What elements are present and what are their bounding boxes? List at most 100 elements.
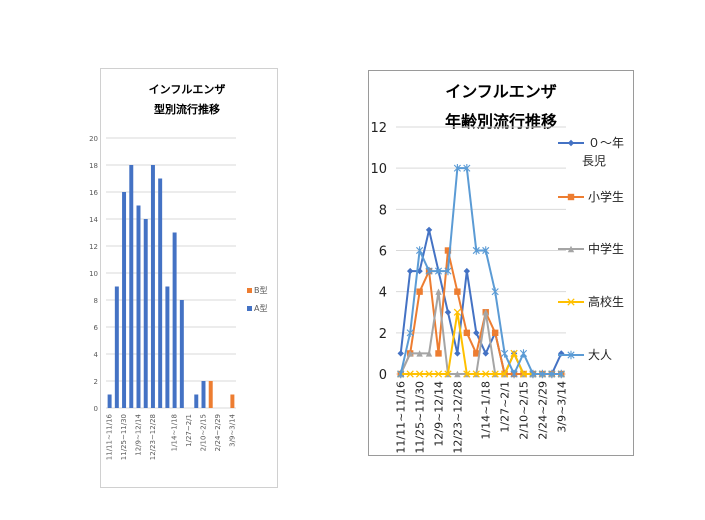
point-s4-4 <box>434 266 443 276</box>
x-tick-label: 1/14~1/18 <box>171 414 179 451</box>
y-tick-label: 6 <box>379 245 387 260</box>
bar-A-10 <box>179 300 184 408</box>
type-chart-subtitle: 型別流行推移 <box>154 102 220 116</box>
y-tick-label: 20 <box>89 135 98 143</box>
x-tick-label: 12/9~12/14 <box>135 413 143 455</box>
point-s1-4 <box>435 350 442 357</box>
type-chart-panel: インフルエンザ 型別流行推移 0 2 4 6 8 10 12 14 16 18 20 11/11~11… <box>89 68 278 488</box>
point-s0-1 <box>406 267 414 275</box>
point-s2-9 <box>482 309 489 316</box>
point-s0-9 <box>482 350 489 357</box>
x-tick-label: 1/14~1/18 <box>480 381 493 440</box>
type-chart-svg: インフルエンザ 型別流行推移 0 2 4 6 8 10 12 14 16 18 20 11/11~11… <box>89 83 268 460</box>
point-s3-7 <box>463 370 471 378</box>
x-tick-label: 3/9~3/14 <box>555 381 568 433</box>
legend-label-4: 大人 <box>588 348 612 362</box>
point-s4-3 <box>425 266 433 276</box>
point-s4-6 <box>453 163 461 173</box>
legend-label-3: 高校生 <box>588 294 624 309</box>
y-tick-label: 16 <box>89 189 98 197</box>
point-s1-6 <box>454 288 461 295</box>
point-s0-3 <box>425 226 433 234</box>
legend-marker-4 <box>567 350 575 360</box>
x-tick-label: 12/23~12/28 <box>451 381 464 454</box>
bar-B-17 <box>230 394 235 408</box>
y-tick-label: 2 <box>379 327 387 342</box>
x-tick-label: 12/23~12/28 <box>149 414 157 460</box>
point-s2-2 <box>416 350 423 357</box>
legend-label-2: 中学生 <box>588 241 624 256</box>
point-s0-0 <box>397 350 404 357</box>
y-tick-label: 0 <box>94 405 98 413</box>
point-s0-6 <box>454 350 461 357</box>
legend-marker-1 <box>567 193 575 201</box>
bar-A-7 <box>158 178 163 408</box>
point-s3-2 <box>415 370 424 378</box>
point-s4-12 <box>510 369 518 379</box>
y-tick-label: 2 <box>94 378 98 386</box>
point-s1-2 <box>416 288 423 295</box>
age-chart-panel: インフルエンザ 年齢別流行推移 0 2 4 6 8 10 12 11/11~11/16 11/2… <box>368 70 634 456</box>
y-tick-label: 12 <box>370 121 387 136</box>
x-tick-label: 1/27~2/1 <box>185 414 193 447</box>
legend-label-A: A型 <box>254 304 267 313</box>
point-s3-4 <box>434 370 443 378</box>
legend-marker-2 <box>567 245 575 253</box>
x-tick-label: 2/24~2/29 <box>214 414 222 451</box>
bar-A-2 <box>122 192 127 408</box>
x-tick-label: 11/11~11/16 <box>395 381 408 454</box>
y-tick-label: 12 <box>89 243 98 251</box>
bar-A-3 <box>129 165 134 408</box>
point-s3-9 <box>482 370 490 378</box>
x-tick-label: 2/10~2/15 <box>518 381 531 440</box>
bar-A-9 <box>172 232 177 408</box>
point-s4-9 <box>482 246 490 255</box>
point-s1-10 <box>491 329 499 337</box>
legend-swatch-B <box>247 288 252 293</box>
point-s2-6 <box>454 370 461 378</box>
point-s4-10 <box>491 287 499 296</box>
age-chart-subtitle: 年齢別流行推移 <box>445 112 557 131</box>
y-tick-label: 8 <box>379 203 387 218</box>
point-s3-6 <box>453 308 462 316</box>
point-s1-8 <box>473 350 480 357</box>
series-line-4 <box>399 167 562 375</box>
point-s4-11 <box>501 349 509 358</box>
x-tick-label: 11/25~11/30 <box>414 381 427 454</box>
point-s3-10 <box>491 370 499 378</box>
bar-B-14 <box>208 381 213 408</box>
point-s0-8 <box>473 329 480 337</box>
y-tick-label: 0 <box>379 368 387 383</box>
bar-A-1 <box>114 286 119 408</box>
point-s3-8 <box>472 370 480 378</box>
point-s2-1 <box>406 350 414 357</box>
bar-A-12 <box>194 394 199 408</box>
point-s4-8 <box>472 246 480 255</box>
legend-label-B: B型 <box>254 286 268 295</box>
x-tick-label: 11/25~11/30 <box>120 414 128 460</box>
point-s3-5 <box>444 370 452 378</box>
bar-A-8 <box>165 286 170 408</box>
bar-A-5 <box>143 219 148 408</box>
point-s3-1 <box>406 370 414 378</box>
y-tick-label: 10 <box>370 162 387 177</box>
series-line-0 <box>399 228 563 375</box>
point-s4-2 <box>416 246 424 255</box>
legend-marker-3 <box>567 298 575 306</box>
legend-marker-0 <box>567 139 575 147</box>
y-tick-label: 10 <box>89 270 98 278</box>
legend-label-0: ０～年 <box>588 136 624 150</box>
legend-label-0: 長児 <box>582 154 606 168</box>
bar-A-6 <box>150 165 155 408</box>
age-chart-title: インフルエンザ <box>445 82 557 101</box>
point-s1-7 <box>463 329 471 337</box>
point-s4-16 <box>548 369 556 379</box>
legend-swatch-A <box>247 306 252 311</box>
point-s0-5 <box>444 309 452 316</box>
point-s3-12 <box>510 349 518 358</box>
point-s4-5 <box>444 266 452 276</box>
type-chart-title: インフルエンザ <box>149 83 226 96</box>
x-tick-label: 2/10~2/15 <box>200 414 208 451</box>
point-s3-13 <box>519 370 528 378</box>
point-s3-3 <box>425 370 433 378</box>
